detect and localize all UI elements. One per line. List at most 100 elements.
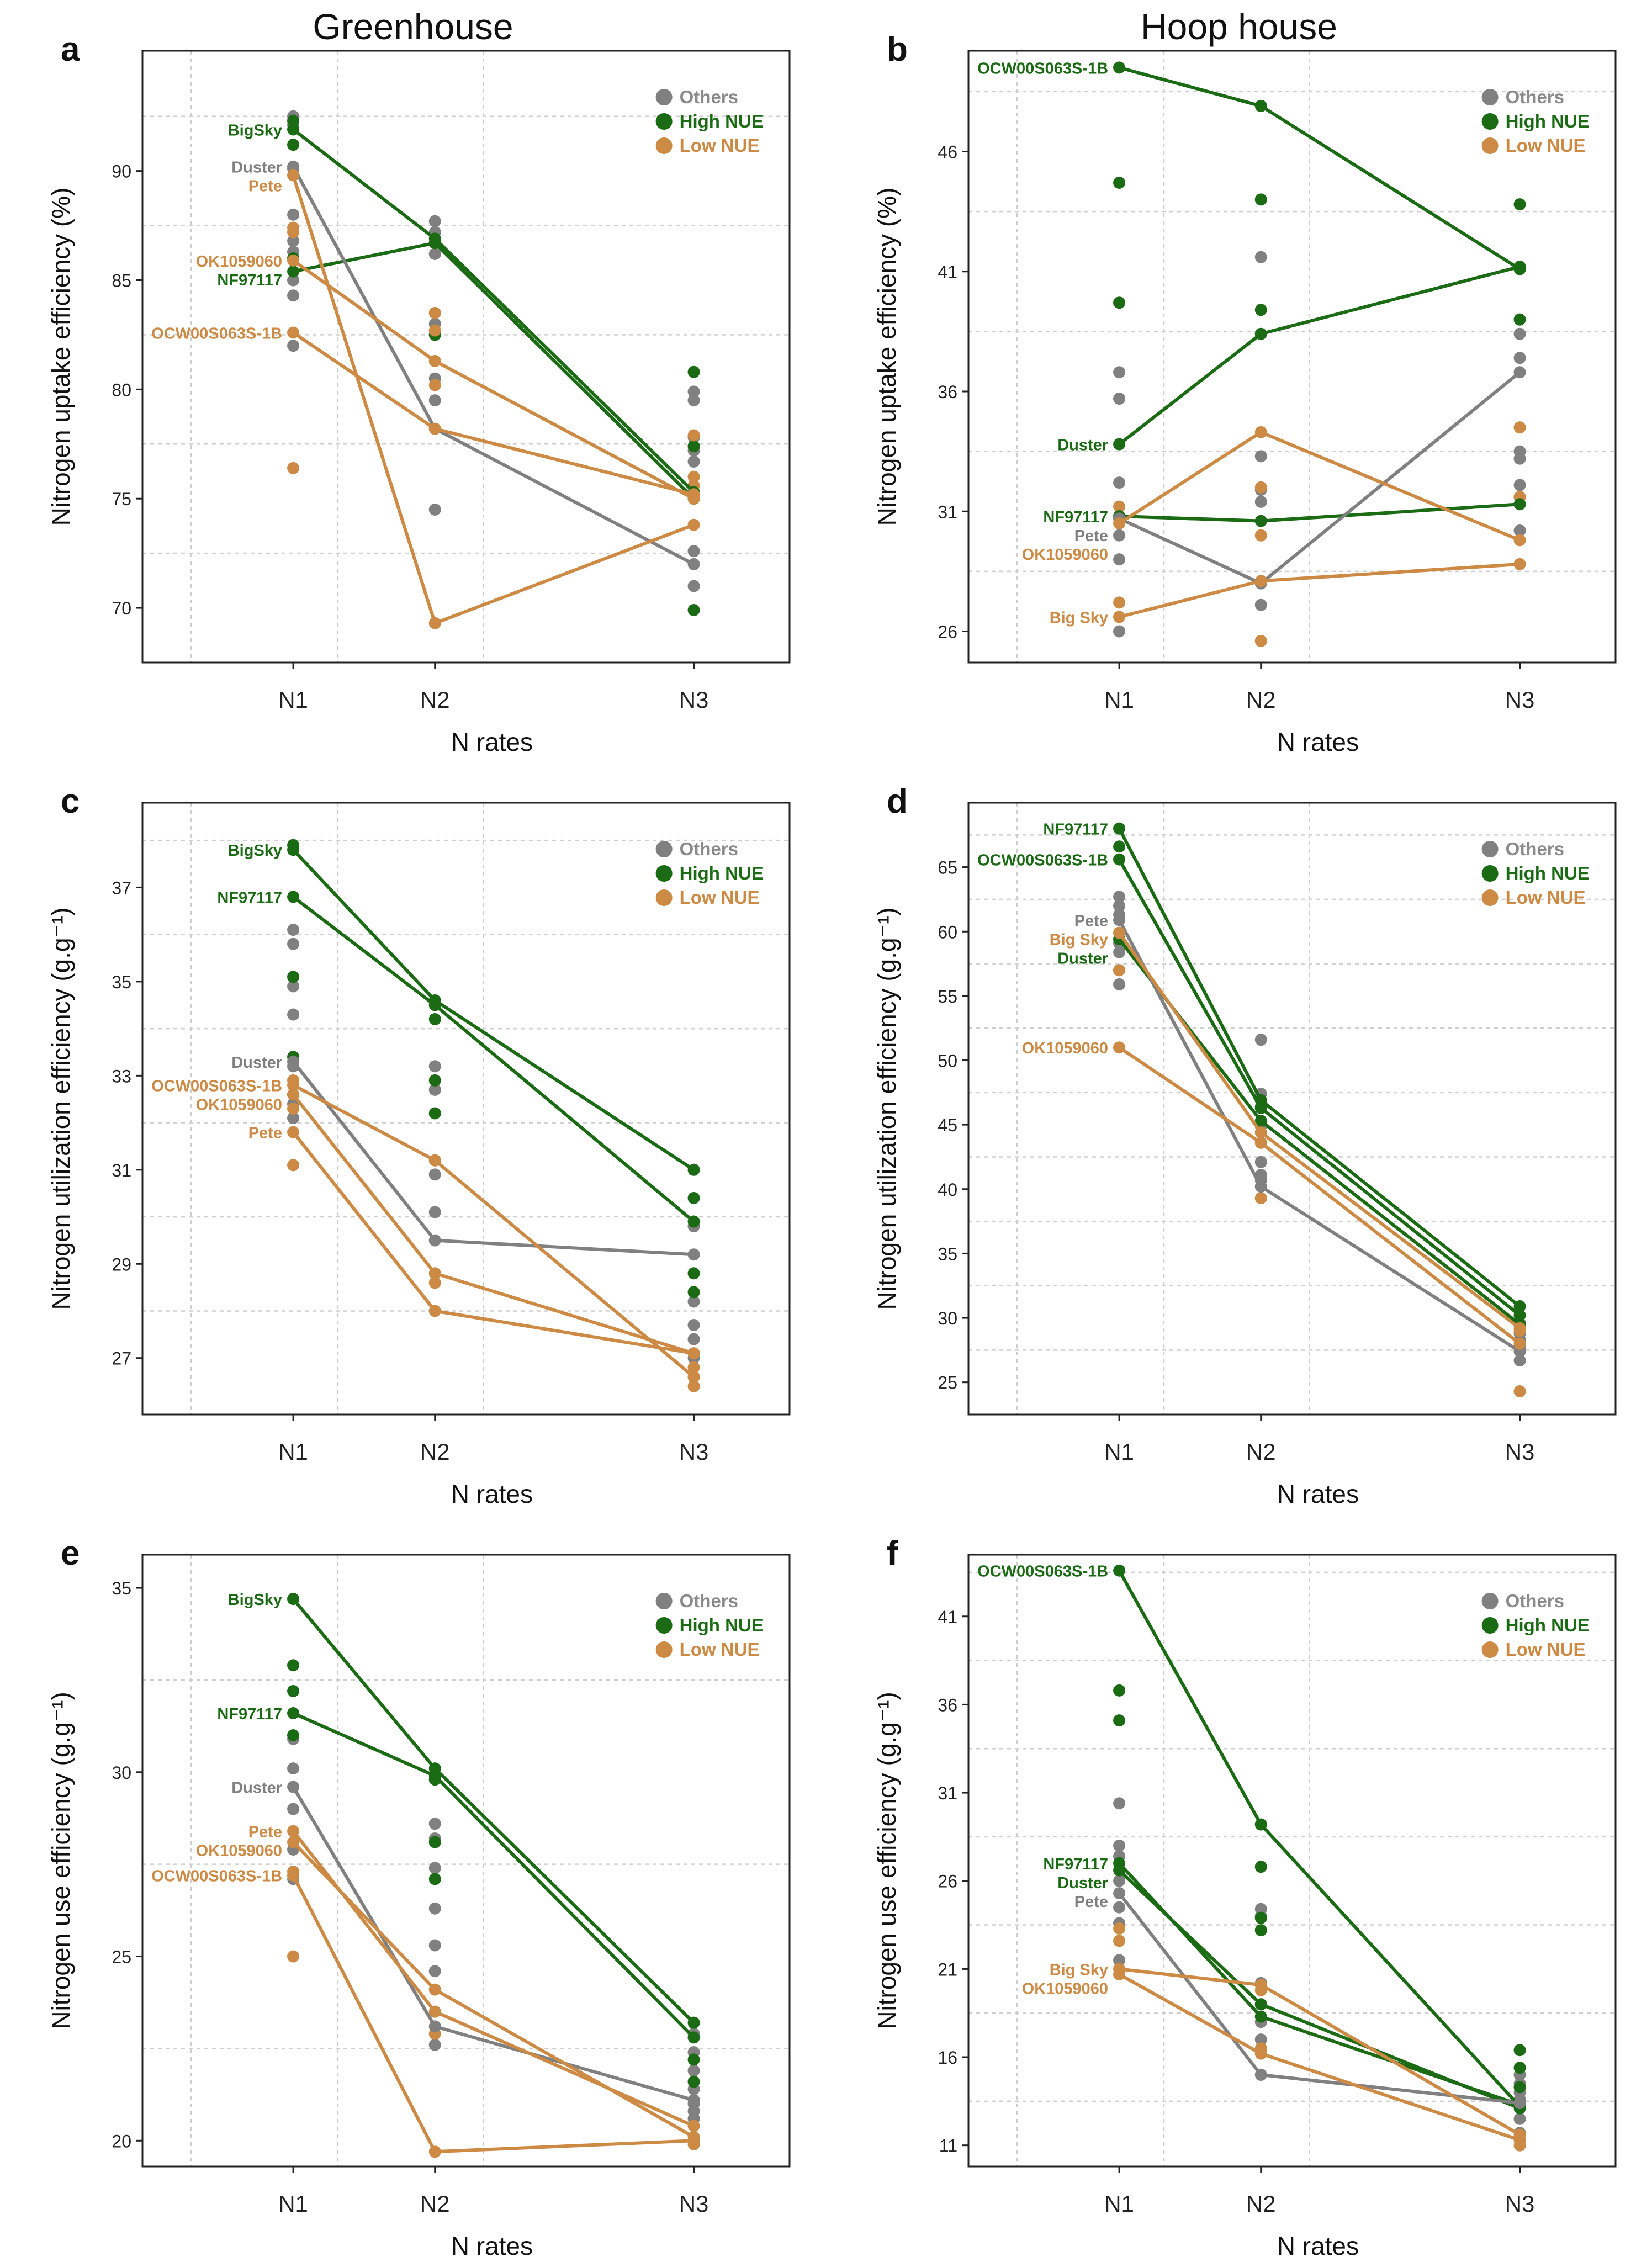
series-point-bigsky (287, 123, 300, 136)
series-point-nf97117 (687, 2031, 700, 2044)
data-point-high (428, 1074, 441, 1087)
legend-label-low: Low NUE (680, 135, 760, 156)
series-point-ok1059060 (1113, 517, 1126, 529)
data-point-high (1254, 1911, 1267, 1924)
series-point-ok1059060 (1254, 426, 1267, 438)
legend-label-high: High NUE (680, 111, 764, 131)
data-point-others (1513, 327, 1526, 340)
series-point-nf97117 (428, 1769, 441, 1782)
legend-label-high: High NUE (1506, 1615, 1590, 1635)
series-point-big sky (1513, 558, 1526, 570)
data-point-low (687, 1361, 700, 1374)
data-point-others (1254, 1156, 1267, 1168)
series-label: Pete (1074, 912, 1108, 930)
x-tick-label-n3: N3 (1505, 1439, 1535, 1465)
data-point-others (1113, 899, 1126, 912)
series-label: Duster (231, 1054, 282, 1072)
x-tick-label-n3: N3 (679, 1439, 709, 1465)
y-tick-label: 41 (938, 1607, 957, 1627)
x-axis-label: N rates (451, 2232, 533, 2256)
data-point-others (687, 394, 700, 407)
series-label: Duster (1057, 950, 1108, 967)
legend-marker-others (1481, 89, 1499, 105)
series-point-ocw00s063s-1b (428, 1154, 441, 1167)
legend-label-high: High NUE (680, 863, 764, 883)
series-label: NF97117 (1043, 508, 1108, 526)
data-point-others (428, 1862, 441, 1874)
data-point-others (287, 289, 300, 302)
series-point-duster (1113, 1864, 1126, 1877)
x-axis-label: N rates (1277, 1480, 1359, 1504)
series-point-duster (287, 1055, 300, 1068)
x-tick-label-n2: N2 (420, 687, 450, 713)
y-tick-label: 41 (938, 262, 957, 282)
series-label: OK1059060 (196, 253, 282, 271)
data-point-low (1113, 1935, 1126, 1947)
data-point-others (287, 340, 300, 352)
series-point-pete (687, 2120, 700, 2132)
legend-marker-others (1481, 841, 1499, 857)
series-point-ocw00s063s-1b (428, 2145, 441, 2158)
series-point-big sky (1254, 575, 1267, 587)
series-point-ok1059060 (287, 1836, 300, 1848)
data-point-others (428, 248, 441, 261)
data-point-others (428, 1060, 441, 1073)
series-point-ocw00s063s-1b (687, 2134, 700, 2147)
data-point-others (1254, 598, 1267, 611)
data-point-low (428, 1276, 441, 1289)
series-point-duster (1513, 261, 1526, 273)
series-label: NF97117 (1043, 1856, 1108, 1873)
series-point-duster (687, 558, 700, 570)
y-tick-label: 33 (112, 1066, 131, 1086)
series-label: BigSky (228, 842, 282, 860)
x-tick-label-n1: N1 (278, 2191, 308, 2217)
y-tick-label: 26 (938, 622, 957, 642)
plot-frame (967, 50, 1617, 664)
data-point-others (1113, 553, 1126, 566)
data-point-others (687, 2064, 700, 2077)
y-axis-label: Nitrogen use efficiency (g.g⁻¹) (872, 1692, 901, 2029)
series-point-ocw00s063s-1b (1513, 1309, 1526, 1322)
series-point-pete (428, 2005, 441, 2018)
series-point-ok1059060 (428, 1267, 441, 1280)
data-point-others (1254, 450, 1267, 463)
data-point-low (1513, 421, 1526, 434)
data-point-others (287, 235, 300, 247)
series-label: OK1059060 (196, 1096, 282, 1114)
data-point-others (428, 215, 441, 227)
data-point-low (1254, 481, 1267, 494)
series-point-ocw00s063s-1b (428, 422, 441, 435)
y-tick-label: 90 (112, 162, 131, 182)
y-tick-label: 55 (938, 987, 957, 1006)
series-label: OCW00S063S-1B (151, 1868, 282, 1885)
y-tick-label: 70 (112, 598, 131, 618)
data-point-others (428, 1168, 441, 1181)
legend-marker-high (1481, 113, 1499, 130)
y-tick-label: 21 (938, 1959, 957, 1979)
data-point-others (1254, 495, 1267, 508)
series-point-pete (687, 1347, 700, 1360)
plot-frame (967, 1554, 1617, 2168)
panel-letter: a (61, 30, 80, 68)
chart-f: 11 16 21 26 31 36 41 N1 N2 N3 N rates Nitrogen use … (872, 1534, 1617, 2256)
hoop-house-column-title: Hoop house (1141, 6, 1337, 47)
x-tick-label-n3: N3 (1505, 687, 1535, 713)
data-point-others (1113, 366, 1126, 379)
series-point-pete (1113, 914, 1126, 926)
series-point-nf97117 (1513, 498, 1526, 511)
series-point-nf97117 (287, 891, 300, 903)
series-point-ocw00s063s-1b (287, 326, 300, 339)
legend-label-low: Low NUE (1506, 135, 1586, 156)
data-point-others (1113, 529, 1126, 542)
data-point-low (428, 379, 441, 391)
data-point-high (1113, 1684, 1126, 1697)
data-point-others (428, 2038, 441, 2051)
data-point-high (1254, 193, 1267, 206)
y-tick-label: 35 (938, 1244, 957, 1264)
legend-label-others: Others (680, 839, 738, 859)
data-point-low (687, 470, 700, 483)
y-tick-label: 35 (112, 972, 131, 992)
legend-label-others: Others (1506, 839, 1564, 859)
legend-marker-others (655, 1593, 673, 1609)
series-point-pete (287, 1126, 300, 1138)
